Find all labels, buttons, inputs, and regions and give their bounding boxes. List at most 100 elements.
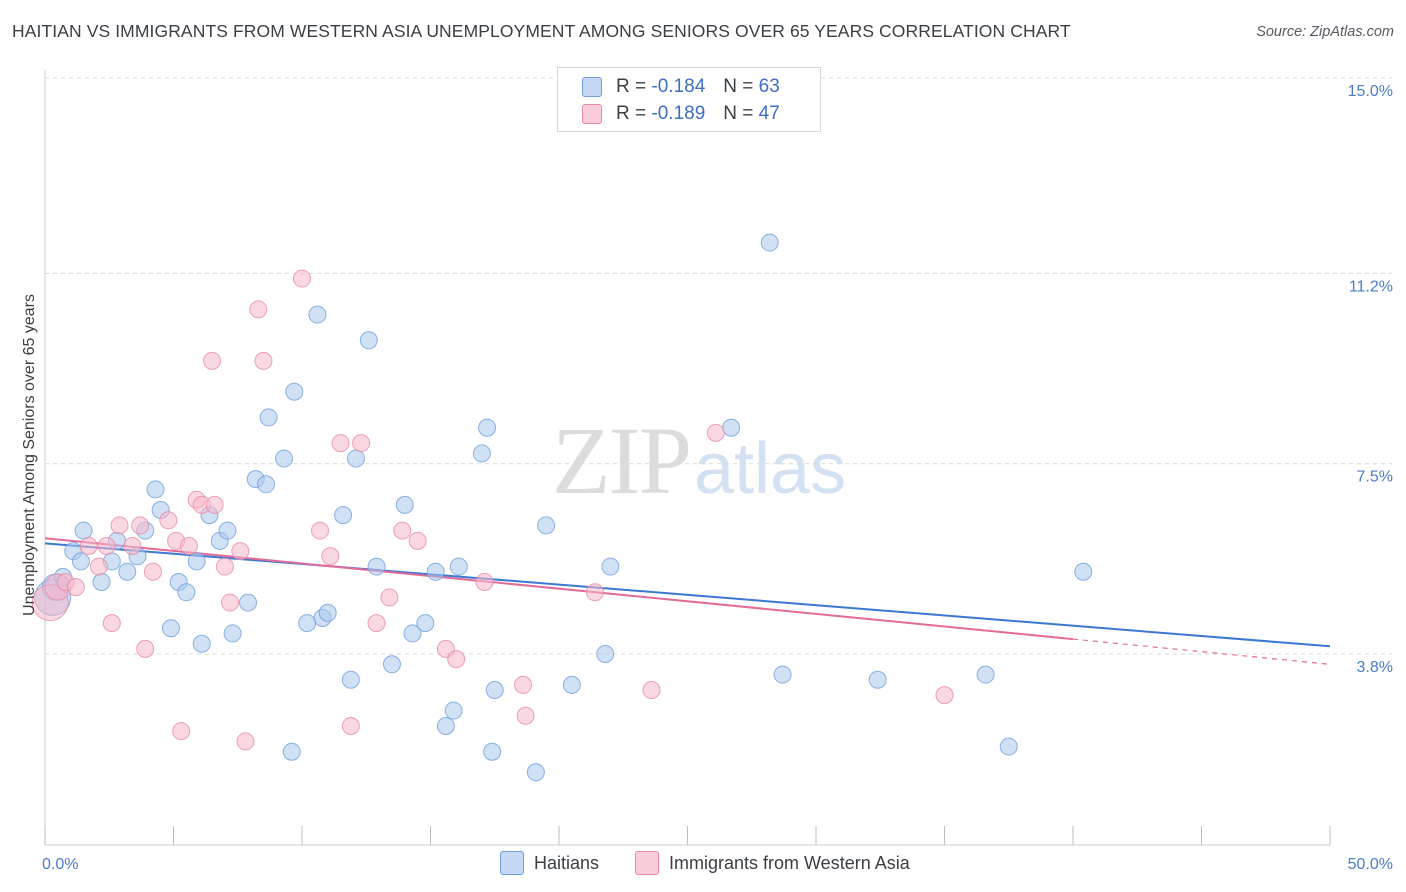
- data-point: [516, 706, 535, 725]
- data-point: [282, 742, 301, 761]
- western-asia-legend-swatch: [635, 851, 659, 875]
- y-tick-label: 15.0%: [1348, 83, 1393, 100]
- data-point: [285, 382, 304, 401]
- legend-label-haitians: Haitians: [534, 852, 600, 873]
- data-point: [318, 603, 337, 622]
- data-point: [205, 495, 224, 514]
- stats-legend: R = -0.184 N = 63 R = -0.189 N = 47: [557, 67, 821, 132]
- haitians-swatch: [582, 77, 602, 97]
- data-points: [31, 233, 1093, 782]
- data-point: [562, 675, 581, 694]
- data-point: [187, 552, 206, 571]
- data-point: [110, 516, 129, 535]
- legend-n-label: N =: [723, 103, 754, 124]
- data-point: [478, 418, 497, 437]
- data-point: [136, 639, 155, 658]
- data-point: [321, 547, 340, 566]
- legend-r-value: -0.189: [651, 103, 706, 124]
- watermark-atlas: atlas: [694, 429, 847, 509]
- grid-lines: [45, 77, 1392, 655]
- data-point: [514, 675, 533, 694]
- trend-lines: [44, 537, 1331, 665]
- data-point: [868, 670, 887, 689]
- data-point: [382, 655, 401, 674]
- data-point: [426, 562, 445, 581]
- trend-line: [44, 542, 1331, 648]
- axes: [44, 70, 1331, 846]
- data-point: [935, 686, 954, 705]
- tick-labels: 3.8% 7.5% 11.2% 15.0% 0.0% 50.0%: [42, 83, 1393, 873]
- series-legend: Haitians Immigrants from Western Asia: [0, 851, 1406, 877]
- data-point: [367, 557, 386, 576]
- data-point: [221, 593, 240, 612]
- y-tick-label: 3.8%: [1357, 659, 1393, 676]
- data-point: [436, 717, 455, 735]
- data-point: [444, 701, 463, 720]
- x-tick-label: 50.0%: [1348, 856, 1393, 873]
- data-point: [293, 269, 311, 288]
- data-point: [231, 542, 250, 561]
- data-point: [341, 670, 360, 689]
- series-western-asia: [31, 269, 954, 751]
- data-point: [483, 742, 502, 761]
- data-point: [236, 732, 255, 751]
- data-point: [254, 351, 273, 370]
- data-point: [359, 331, 378, 350]
- watermark: ZIPatlas: [552, 405, 846, 516]
- data-point: [143, 562, 162, 581]
- data-point: [403, 624, 422, 643]
- legend-r-value: -0.184: [651, 76, 706, 97]
- data-point: [118, 562, 137, 581]
- data-point: [537, 516, 556, 535]
- data-point: [239, 593, 258, 612]
- data-point: [601, 557, 620, 576]
- data-point: [642, 681, 661, 699]
- data-point: [177, 583, 196, 602]
- data-point: [999, 737, 1018, 756]
- trend-line-extension: [1072, 638, 1331, 665]
- data-point: [367, 614, 386, 633]
- data-point: [192, 634, 211, 653]
- data-point: [346, 449, 365, 468]
- data-point: [310, 521, 329, 540]
- data-point: [97, 537, 116, 555]
- data-point: [585, 583, 604, 602]
- trend-line: [44, 537, 1074, 641]
- data-point: [773, 665, 792, 684]
- data-point: [257, 475, 276, 494]
- data-point: [596, 645, 615, 663]
- data-point: [706, 423, 725, 442]
- y-tick-label: 11.2%: [1349, 278, 1393, 295]
- y-axis-label: Unemployment Among Seniors over 65 years: [21, 294, 38, 616]
- data-point: [203, 351, 222, 370]
- data-point: [341, 717, 360, 735]
- data-point: [449, 557, 468, 576]
- data-point: [159, 511, 178, 530]
- legend-n-value: 47: [758, 103, 780, 124]
- data-point: [308, 305, 327, 324]
- data-point: [760, 233, 779, 252]
- data-point: [172, 722, 191, 741]
- data-point: [131, 516, 150, 535]
- data-point: [722, 418, 741, 437]
- data-point: [66, 578, 85, 597]
- legend-r-label: R =: [616, 76, 647, 97]
- data-point: [74, 521, 93, 540]
- data-point: [475, 573, 494, 591]
- haitians-legend-swatch: [500, 851, 524, 875]
- data-point: [447, 650, 466, 669]
- data-point: [395, 495, 414, 514]
- legend-item-haitians: Haitians: [500, 851, 599, 875]
- data-point: [123, 537, 142, 555]
- data-point: [298, 614, 317, 633]
- data-point: [146, 480, 165, 499]
- legend-row-haitians: R = -0.184 N = 63: [582, 74, 780, 100]
- data-point: [89, 557, 108, 576]
- legend-item-western-asia: Immigrants from Western Asia: [635, 851, 910, 875]
- legend-n-label: N =: [723, 76, 754, 97]
- data-point: [218, 521, 237, 540]
- data-point: [393, 521, 412, 540]
- data-point: [79, 537, 98, 555]
- x-tick-label: 0.0%: [42, 856, 78, 873]
